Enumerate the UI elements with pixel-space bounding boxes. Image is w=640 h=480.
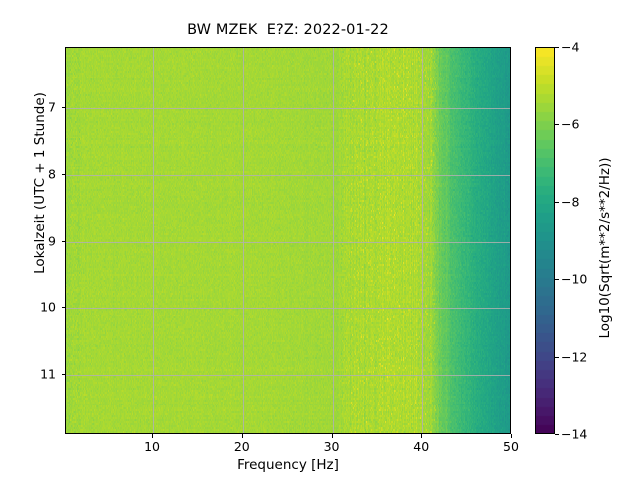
y-tick-mark-10 [61, 307, 65, 309]
gridline-vertical-10hz [153, 48, 155, 433]
colorbar-tick-label-neg4: −4 [561, 39, 580, 55]
y-tick-mark-7 [61, 107, 65, 109]
x-tick-label-20: 20 [233, 439, 250, 454]
x-tick-mark-40 [421, 434, 423, 438]
y-tick-label-8: 8 [48, 166, 56, 182]
x-tick-label-30: 30 [323, 439, 340, 454]
colorbar-tick-mark-neg12 [555, 356, 559, 358]
gridline-horizontal-10h [66, 308, 510, 310]
y-tick-mark-9 [61, 240, 65, 242]
spectrogram-plot-area[interactable] [65, 47, 511, 434]
colorbar-tick-label-neg14: −14 [561, 426, 588, 442]
x-tick-mark-20 [241, 434, 243, 438]
y-tick-label-10: 10 [40, 299, 56, 315]
colorbar-tick-mark-neg4 [555, 47, 559, 48]
x-tick-label-40: 40 [413, 439, 430, 454]
x-tick-mark-30 [331, 434, 333, 438]
colorbar-tick-mark-neg10 [555, 279, 559, 281]
x-tick-mark-10 [152, 434, 154, 438]
y-axis-label: Lokalzeit (UTC + 1 Stunde) [32, 92, 48, 274]
gridline-vertical-20hz [242, 48, 244, 433]
y-tick-label-7: 7 [48, 99, 56, 115]
colorbar-label: Log10(Sqrt(m**2/s**2/Hz)) [597, 157, 613, 339]
colorbar-tick-mark-neg6 [555, 124, 559, 126]
y-tick-mark-8 [61, 173, 65, 175]
y-tick-mark-11 [61, 373, 65, 375]
x-tick-label-50: 50 [503, 439, 519, 454]
gridline-horizontal-7h [66, 108, 510, 110]
x-tick-label-10: 10 [144, 439, 160, 454]
gridline-vertical-30hz [332, 48, 334, 433]
colorbar-tick-mark-neg8 [555, 201, 559, 203]
figure-title: BW MZEK E?Z: 2022-01-22 [187, 22, 389, 38]
y-tick-label-11: 11 [40, 366, 56, 382]
y-tick-label-9: 9 [48, 233, 56, 248]
gridline-horizontal-9h [66, 241, 510, 243]
x-tick-mark-50 [511, 434, 512, 438]
gridline-vertical-40hz [422, 48, 424, 433]
spectrogram-image [66, 48, 510, 433]
colorbar-tick-label-neg6: −6 [561, 116, 580, 132]
colorbar-gradient [536, 48, 554, 433]
colorbar-tick-label-neg8: −8 [561, 194, 580, 210]
gridline-horizontal-8h [66, 174, 510, 176]
x-axis-label: Frequency [Hz] [237, 457, 339, 473]
colorbar-tick-label-neg10: −10 [561, 271, 588, 287]
colorbar[interactable] [535, 47, 555, 434]
gridline-horizontal-11h [66, 374, 510, 376]
colorbar-tick-mark-neg14 [555, 434, 559, 435]
colorbar-tick-label-neg12: −12 [561, 349, 588, 365]
